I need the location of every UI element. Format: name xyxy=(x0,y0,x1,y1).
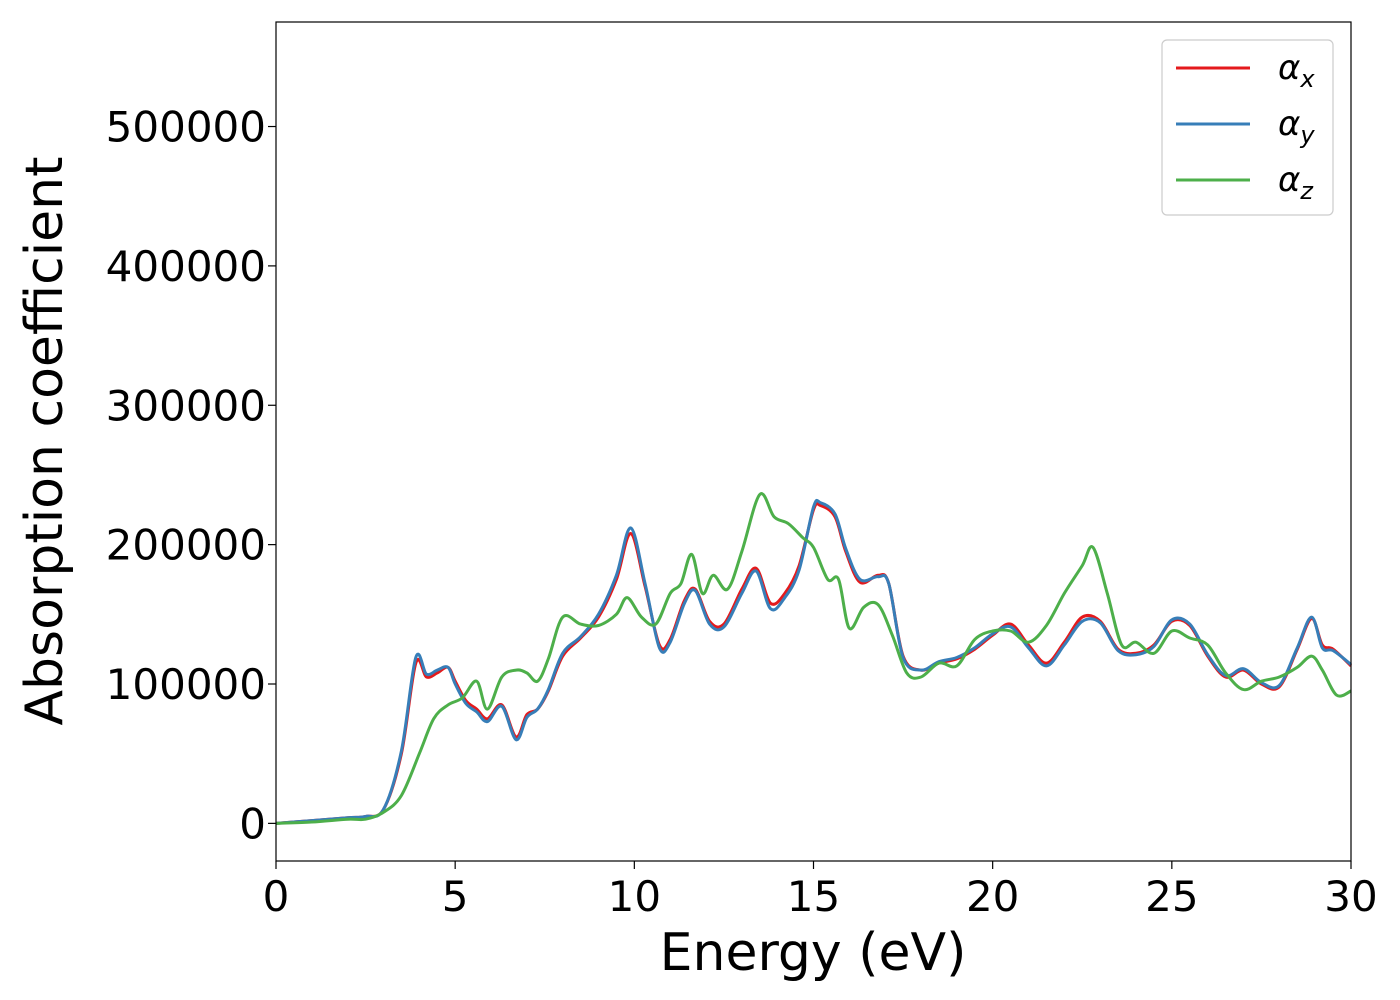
y-axis: 0 100000 200000 300000 400000 500000 xyxy=(106,103,276,848)
series-lines xyxy=(275,492,1353,825)
legend-subscript: z xyxy=(1299,177,1314,205)
y-tick-label: 500000 xyxy=(106,103,266,152)
legend-frame xyxy=(1161,39,1334,216)
x-tick-label: 15 xyxy=(787,872,840,921)
legend-label-x: αx xyxy=(1278,48,1315,93)
y-tick-label: 200000 xyxy=(106,521,266,570)
y-tick-label: 400000 xyxy=(106,242,266,291)
x-tick-label: 0 xyxy=(263,872,290,921)
series-line-z xyxy=(275,492,1352,825)
y-tick-label: 300000 xyxy=(106,381,266,430)
x-axis-title: Energy (eV) xyxy=(660,923,967,983)
legend-subscript: y xyxy=(1299,121,1315,149)
y-tick-label: 100000 xyxy=(106,660,266,709)
x-tick-label: 25 xyxy=(1145,872,1198,921)
x-tick-label: 5 xyxy=(442,872,469,921)
series-line-y xyxy=(275,498,1352,825)
x-tick-label: 20 xyxy=(966,872,1019,921)
legend-label-z: αz xyxy=(1278,160,1314,205)
y-tick-label: 0 xyxy=(239,799,266,848)
legend-alpha: α xyxy=(1278,160,1300,200)
y-axis-title: Absorption coefficient xyxy=(15,156,75,725)
x-tick-label: 30 xyxy=(1324,872,1377,921)
legend-alpha: α xyxy=(1278,104,1300,144)
legend-alpha: α xyxy=(1278,48,1300,88)
x-axis: 0 5 10 15 20 25 30 xyxy=(263,861,1378,921)
x-tick-label: 10 xyxy=(608,872,661,921)
legend-subscript: x xyxy=(1299,65,1315,93)
legend-label-y: αy xyxy=(1278,104,1315,149)
